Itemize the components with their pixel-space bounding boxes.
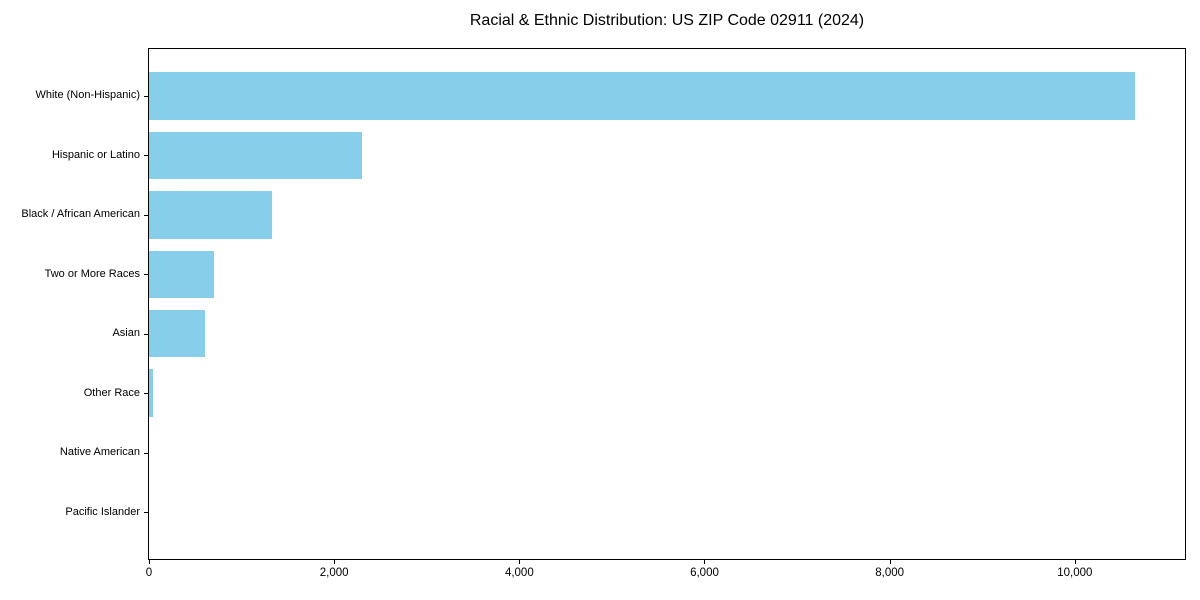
y-tick-mark [144, 155, 148, 156]
y-tick-mark [144, 512, 148, 513]
y-tick-mark [144, 96, 148, 97]
x-tick-mark [334, 560, 336, 564]
y-tick-label: Two or More Races [44, 267, 140, 280]
x-tick-label: 6,000 [690, 567, 719, 579]
chart-title: Racial & Ethnic Distribution: US ZIP Cod… [469, 12, 865, 29]
y-tick-label: Black / African American [21, 208, 140, 221]
y-tick-mark [144, 274, 148, 275]
y-tick-mark [144, 215, 148, 216]
x-tick-label: 4,000 [504, 567, 534, 579]
y-tick-mark [144, 334, 148, 335]
x-tick-label: 8,000 [875, 567, 905, 579]
bar-other-race [149, 369, 154, 417]
x-tick-label: 10,000 [1057, 567, 1093, 579]
bar-black-african-american [149, 191, 273, 239]
y-tick-mark [144, 393, 148, 394]
bar-asian [149, 309, 205, 358]
bar-white-non-hispanic [149, 72, 1135, 120]
x-tick-label: 2,000 [319, 567, 349, 579]
x-tick-mark [704, 560, 706, 564]
x-tick-label: 0 [145, 567, 153, 579]
y-tick-label: Asian [112, 327, 140, 340]
y-tick-label: Native American [59, 446, 140, 459]
x-tick-mark [149, 560, 150, 564]
plot-area [148, 48, 1186, 560]
y-tick-label: Pacific Islander [65, 505, 140, 518]
y-tick-mark [144, 453, 148, 454]
y-tick-label: White (Non-Hispanic) [35, 89, 140, 102]
bar-two-or-more-races [149, 250, 214, 299]
y-tick-label: Hispanic or Latino [51, 148, 140, 161]
x-tick-mark [519, 560, 521, 564]
x-tick-mark [1074, 560, 1076, 564]
x-tick-mark [889, 560, 891, 564]
y-tick-label: Other Race [83, 386, 140, 399]
bar-hispanic-or-latino [149, 131, 362, 180]
